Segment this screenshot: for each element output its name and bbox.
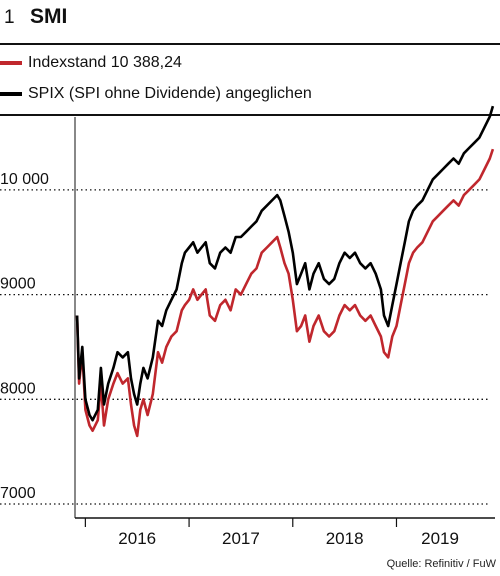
y-tick-label: 10 000 bbox=[0, 171, 49, 188]
y-tick-label: 9000 bbox=[0, 276, 36, 293]
y-tick-label: 7000 bbox=[0, 485, 36, 502]
chart-number: 1 bbox=[4, 7, 15, 28]
x-tick-label: 2018 bbox=[326, 529, 364, 548]
x-tick-label: 2016 bbox=[118, 529, 156, 548]
legend-swatch-black bbox=[0, 92, 22, 96]
legend-item-spix: SPIX (SPI ohne Dividende) angeglichen bbox=[0, 85, 312, 103]
series-line-0 bbox=[75, 148, 495, 438]
y-tick-label: 8000 bbox=[0, 380, 36, 397]
legend-swatch-red bbox=[0, 61, 22, 65]
legend-label-index: Indexstand 10 388,24 bbox=[28, 54, 182, 71]
x-tick-label: 2017 bbox=[222, 529, 260, 548]
source-note: Quelle: Refinitiv / FuW bbox=[386, 558, 496, 570]
title-rule bbox=[0, 43, 500, 45]
series-line-1 bbox=[75, 105, 495, 422]
legend-label-spix: SPIX (SPI ohne Dividende) angeglichen bbox=[28, 85, 312, 102]
x-tick-label: 2019 bbox=[421, 529, 459, 548]
chart-title: SMI bbox=[30, 5, 68, 28]
legend-item-index: Indexstand 10 388,24 bbox=[0, 54, 182, 72]
